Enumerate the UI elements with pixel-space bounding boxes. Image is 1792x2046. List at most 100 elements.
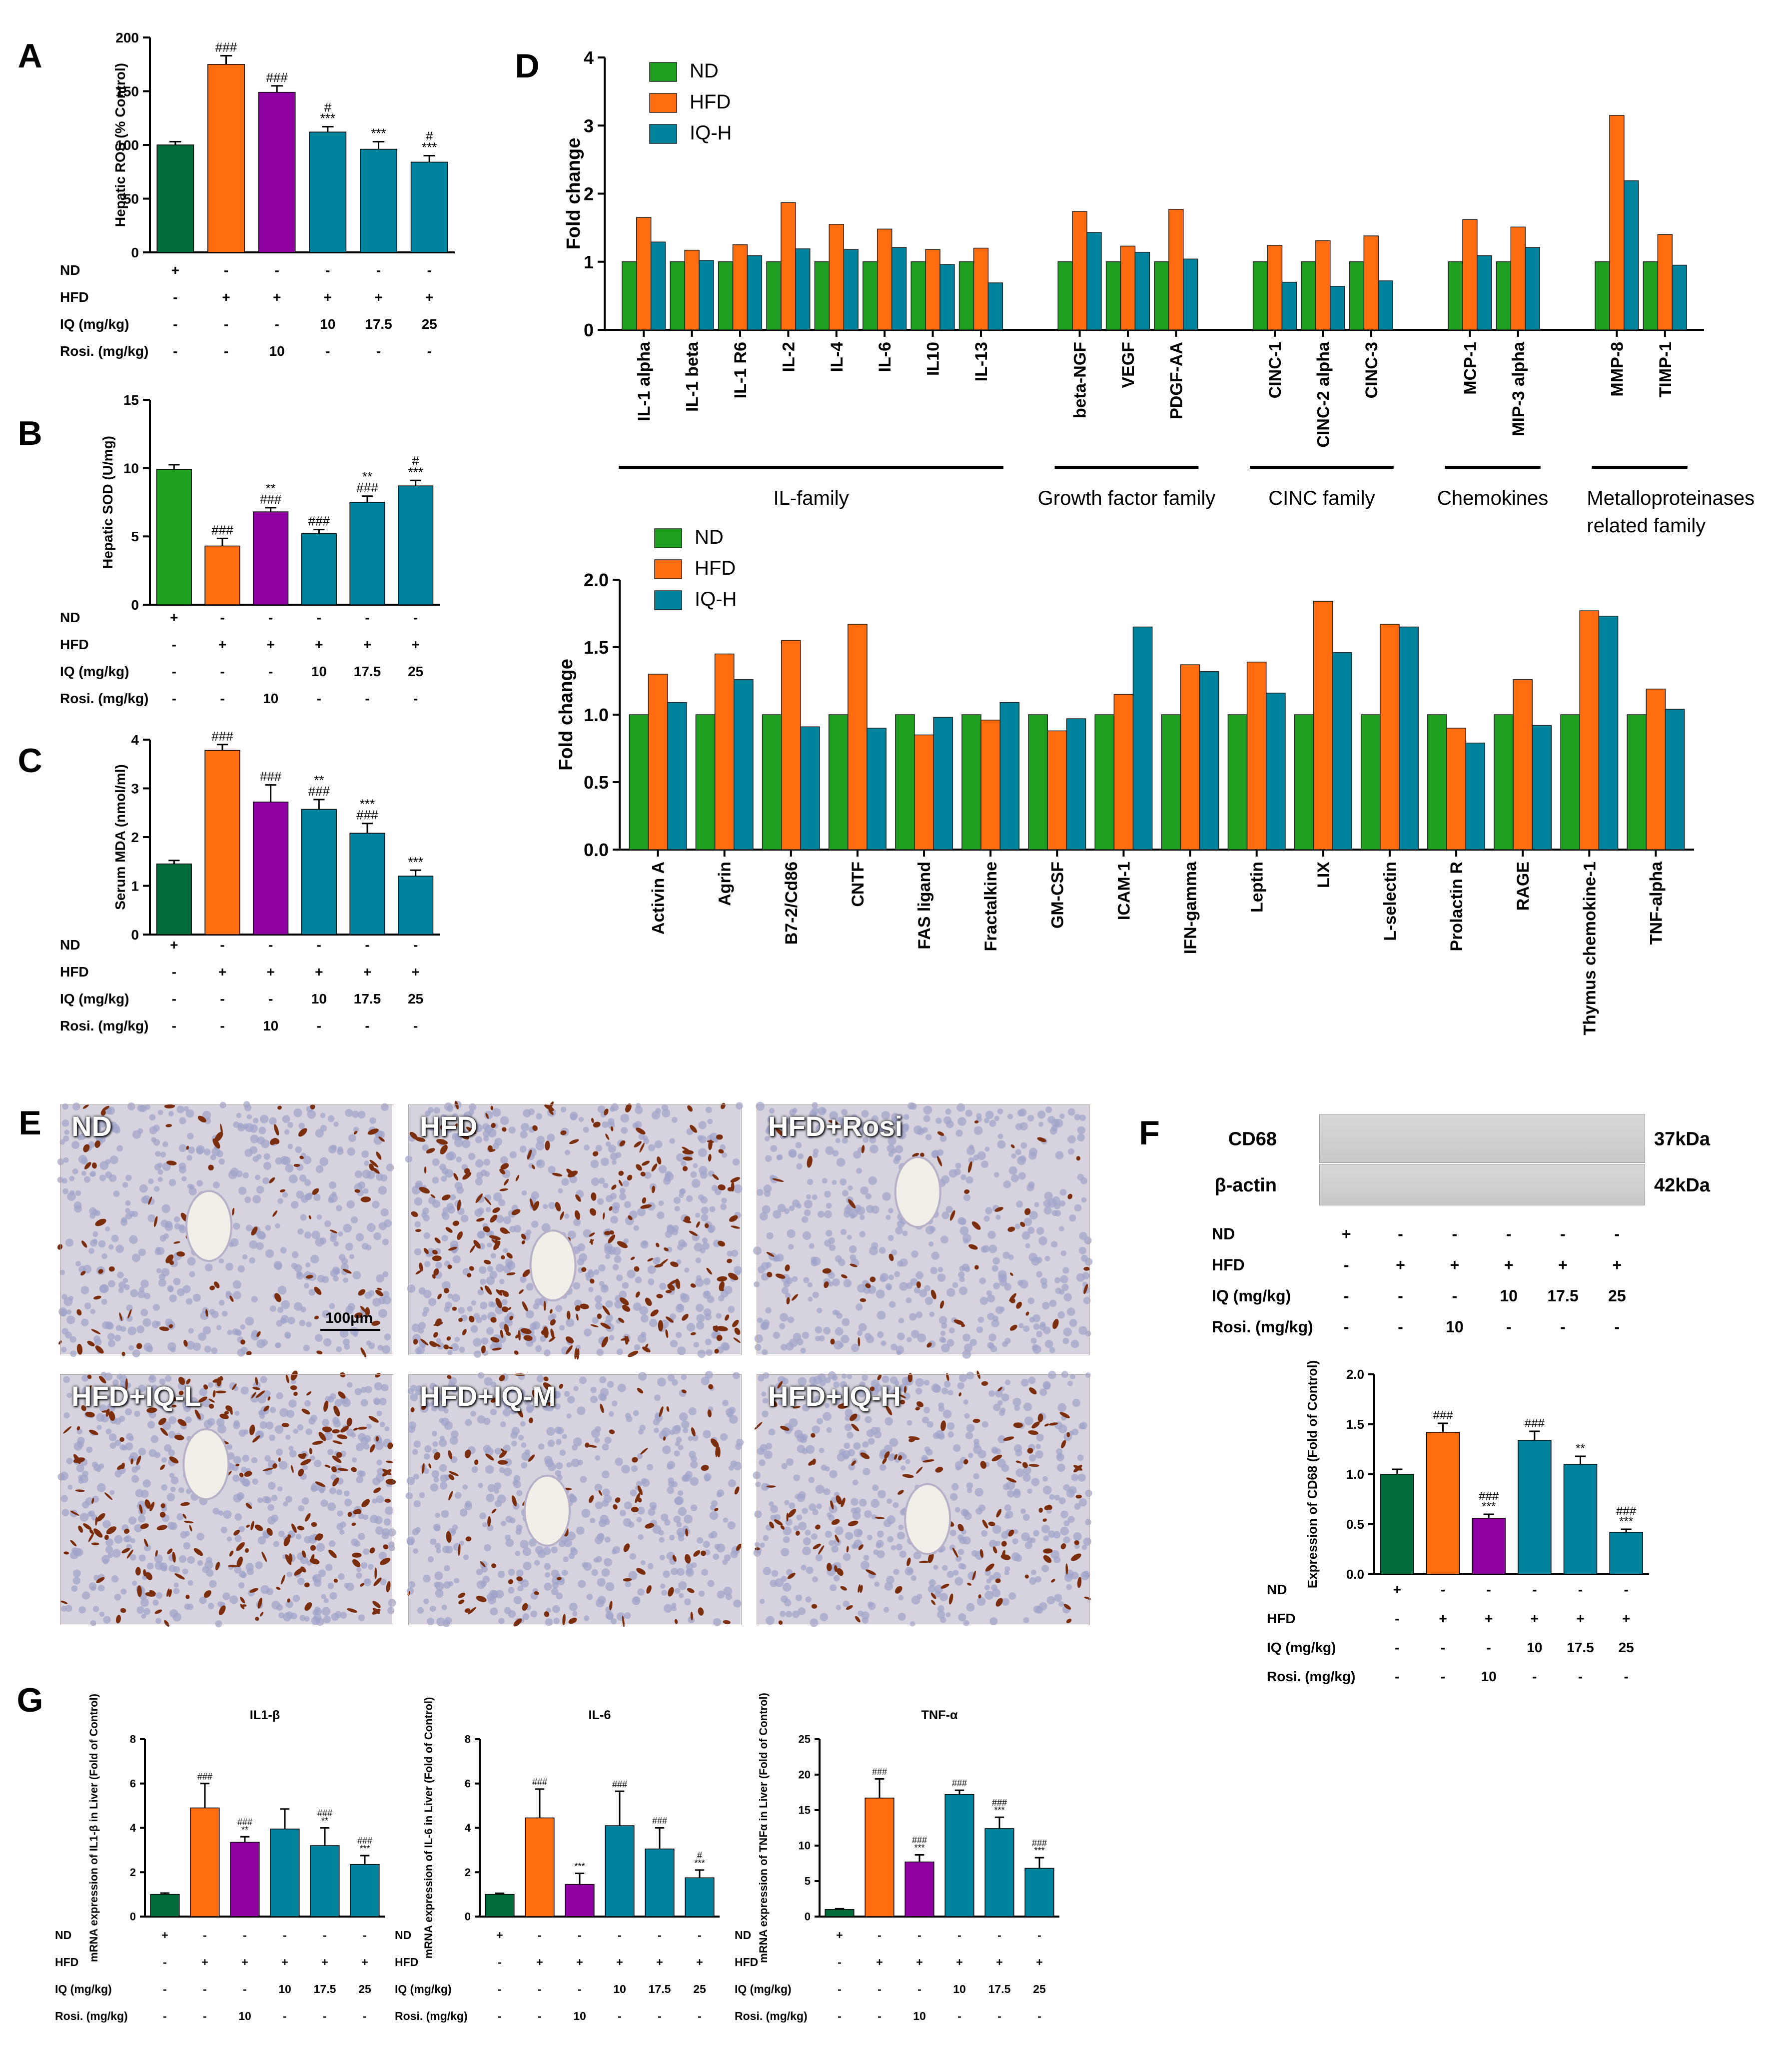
nucleus — [823, 1412, 832, 1421]
bar — [1579, 610, 1600, 850]
group-cell: 17.5 — [1567, 1640, 1594, 1655]
group-row-label: ND — [60, 262, 80, 278]
significance-mark: ### — [612, 1779, 627, 1789]
significance-mark: ### — [952, 1778, 967, 1788]
bar — [1657, 234, 1673, 330]
bar — [1609, 1532, 1643, 1575]
group-row-label: IQ (mg/kg) — [1267, 1640, 1336, 1655]
group-cell: + — [363, 637, 371, 652]
significance-mark: # — [412, 453, 419, 468]
group-cell: - — [275, 262, 279, 278]
nucleus — [1063, 1520, 1070, 1527]
group-cell: + — [374, 289, 382, 305]
bar — [973, 247, 989, 330]
nucleus — [1067, 1380, 1073, 1386]
nucleus — [1015, 1449, 1022, 1457]
nucleus — [814, 1395, 822, 1403]
nucleus — [965, 1432, 973, 1440]
bar — [204, 545, 240, 605]
group-cell: - — [317, 1018, 321, 1033]
bar — [939, 264, 955, 330]
significance-mark: # — [697, 1851, 702, 1861]
bar — [525, 1817, 555, 1917]
group-cell: - — [363, 1929, 367, 1942]
group-cell: - — [917, 1929, 921, 1942]
blot-cell: - — [1452, 1225, 1458, 1243]
x-tick-label: IL-4 — [828, 342, 847, 372]
group-cell: - — [618, 1929, 622, 1942]
y-axis-label: Expression of CD68 (Fold of Control) — [1305, 1360, 1320, 1588]
nucleus — [887, 1515, 896, 1524]
group-cell: - — [275, 316, 279, 332]
grouped-bar-chart-d2: 0.0 0.5 1.0 1.5 2.0 Fold change Activin A Agrin… — [556, 526, 1694, 1035]
group-row-label: IQ (mg/kg) — [60, 991, 129, 1007]
nucleus — [816, 1503, 822, 1509]
y-tick-label: 2 — [131, 830, 139, 845]
group-row-label: Rosi. (mg/kg) — [60, 1018, 148, 1033]
nucleus — [1007, 1490, 1014, 1498]
group-row-label: Rosi. (mg/kg) — [55, 2010, 128, 2023]
nucleus — [1058, 1424, 1067, 1433]
nucleus — [829, 1540, 835, 1546]
group-cell: - — [325, 262, 330, 278]
bar — [350, 1864, 380, 1917]
nucleus — [844, 1442, 851, 1449]
group-cell: + — [218, 637, 226, 652]
bar — [1465, 742, 1486, 850]
bar — [310, 1845, 340, 1917]
y-axis-label: mRNA expression of IL1-β in Liver (Fold … — [87, 1694, 100, 1962]
group-cell: - — [224, 262, 228, 278]
legend-swatch — [654, 559, 682, 579]
significance-mark: ### — [1525, 1417, 1545, 1430]
bar — [1360, 714, 1381, 850]
nucleus — [949, 1493, 958, 1501]
bar — [485, 1894, 515, 1917]
y-tick-label: 0 — [130, 1911, 136, 1923]
nucleus — [1054, 1594, 1062, 1602]
nucleus — [1071, 1474, 1078, 1481]
nucleus — [783, 1526, 792, 1536]
y-tick-label: 0 — [131, 927, 139, 943]
nucleus — [886, 1575, 895, 1584]
bar — [398, 485, 434, 605]
nucleus — [1024, 1541, 1033, 1549]
group-cell: + — [281, 1956, 288, 1969]
y-axis-label: Hepatic SOD (U/mg) — [100, 436, 115, 569]
nucleus — [862, 1441, 869, 1448]
bar — [1665, 709, 1685, 850]
bar — [863, 261, 878, 330]
group-row-label: Rosi. (mg/kg) — [1267, 1669, 1355, 1684]
group-cell: - — [243, 1983, 247, 1996]
nucleus — [1030, 1537, 1036, 1543]
nucleus — [893, 1502, 899, 1508]
blot-cell: - — [1615, 1225, 1620, 1243]
bar — [301, 533, 337, 605]
nucleus — [1023, 1466, 1031, 1475]
histology-nd: ND 100μm — [60, 1104, 393, 1355]
bar — [1180, 664, 1200, 850]
group-cell: 17.5 — [649, 1983, 671, 1996]
nucleus — [915, 1378, 924, 1387]
bar — [1646, 688, 1666, 850]
nucleus — [824, 1403, 830, 1408]
group-cell: - — [317, 937, 321, 953]
bar — [1462, 219, 1478, 330]
y-tick-label: 0.5 — [1346, 1517, 1364, 1532]
x-tick-label: CINC-1 — [1266, 342, 1285, 398]
panel-letter-a: A — [17, 37, 42, 75]
group-row-label: Rosi. (mg/kg) — [60, 691, 148, 706]
group-cell: 10 — [913, 2010, 926, 2023]
nucleus — [871, 1499, 880, 1508]
bar — [1609, 115, 1625, 330]
bar — [667, 702, 687, 850]
nucleus — [976, 1597, 986, 1606]
significance-mark: ### — [872, 1767, 887, 1777]
nucleus — [793, 1525, 799, 1531]
bar — [1349, 261, 1365, 330]
legend-swatch — [649, 62, 677, 82]
group-cell: - — [1395, 1611, 1399, 1626]
bar — [944, 1794, 974, 1917]
group-cell: + — [361, 1956, 368, 1969]
bar — [987, 282, 1003, 330]
nucleus — [863, 1555, 870, 1561]
